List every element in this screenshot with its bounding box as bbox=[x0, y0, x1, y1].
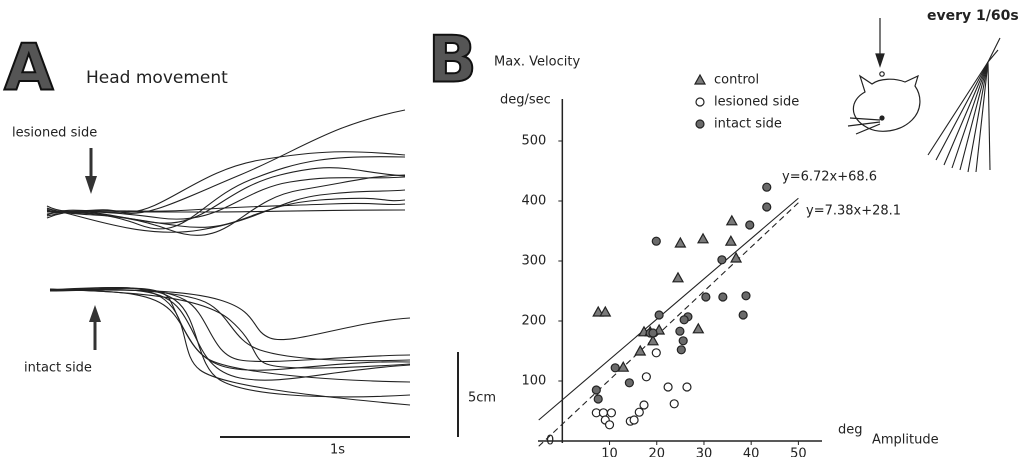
point bbox=[682, 382, 692, 392]
point bbox=[669, 399, 679, 409]
point bbox=[624, 378, 634, 388]
fit-line bbox=[538, 197, 799, 421]
scale-bars bbox=[220, 352, 459, 438]
point bbox=[654, 310, 664, 320]
point bbox=[762, 182, 772, 192]
point bbox=[634, 344, 647, 356]
point bbox=[697, 232, 710, 244]
annotation: intact side bbox=[24, 361, 92, 376]
point bbox=[741, 291, 751, 301]
point bbox=[762, 202, 772, 212]
point bbox=[745, 220, 755, 230]
point bbox=[629, 415, 639, 425]
x-tick-label: 10 bbox=[601, 447, 618, 457]
point bbox=[646, 334, 659, 346]
y-tick-label: 200 bbox=[521, 314, 546, 329]
cat-illustration bbox=[847, 18, 921, 135]
point bbox=[599, 305, 612, 317]
y-axis-title: Max. Velocity bbox=[494, 55, 580, 70]
point bbox=[610, 363, 620, 373]
point bbox=[671, 271, 685, 283]
annotation: every 1/60s bbox=[927, 8, 1019, 24]
arrow bbox=[85, 148, 101, 350]
legend-marker bbox=[695, 97, 705, 107]
x-tick-label: 20 bbox=[648, 447, 665, 457]
point bbox=[593, 394, 603, 404]
panel-label: A bbox=[4, 32, 54, 106]
scale-label: 5cm bbox=[468, 391, 496, 406]
point bbox=[679, 315, 689, 325]
point bbox=[717, 255, 727, 265]
fit-label: y=6.72x+68.6 bbox=[782, 170, 877, 185]
point bbox=[676, 345, 686, 355]
legend-label: intact side bbox=[714, 117, 782, 132]
point bbox=[617, 360, 630, 372]
point bbox=[718, 292, 728, 302]
point bbox=[738, 310, 748, 320]
x-axis-unit: deg bbox=[838, 423, 863, 438]
x-axis-title: Amplitude bbox=[872, 433, 939, 448]
point bbox=[606, 408, 617, 418]
y-tick-label: 0 bbox=[546, 434, 554, 449]
panel-label: B bbox=[428, 24, 477, 98]
point bbox=[678, 336, 688, 346]
fit-label: y=7.38x+28.1 bbox=[806, 204, 901, 219]
point bbox=[591, 385, 601, 395]
point bbox=[674, 236, 687, 248]
point bbox=[634, 407, 644, 417]
point bbox=[592, 305, 605, 317]
panel-title: Head movement bbox=[86, 68, 228, 88]
legend-label: control bbox=[714, 73, 759, 88]
y-axis-unit: deg/sec bbox=[500, 93, 551, 108]
point bbox=[663, 382, 673, 392]
fit-line bbox=[538, 202, 799, 447]
point bbox=[701, 292, 711, 302]
x-tick-label: 30 bbox=[696, 447, 713, 457]
point bbox=[651, 236, 661, 246]
scale-label: 1s bbox=[330, 443, 345, 457]
legend-marker bbox=[695, 119, 705, 129]
point bbox=[724, 234, 737, 246]
point bbox=[648, 328, 658, 338]
point bbox=[725, 214, 738, 226]
y-tick-label: 500 bbox=[521, 134, 546, 149]
point bbox=[692, 322, 705, 334]
point bbox=[675, 326, 685, 336]
traces-intact bbox=[49, 286, 411, 406]
y-tick-label: 100 bbox=[521, 374, 546, 389]
point bbox=[604, 420, 615, 430]
legend-label: lesioned side bbox=[714, 95, 799, 110]
point bbox=[639, 400, 649, 410]
traces-lesioned bbox=[46, 109, 406, 236]
x-tick-label: 50 bbox=[790, 447, 807, 457]
fan-lines bbox=[927, 37, 1001, 173]
legend-marker bbox=[693, 73, 707, 85]
annotation: lesioned side bbox=[12, 126, 97, 141]
point bbox=[651, 348, 661, 358]
y-tick-label: 300 bbox=[521, 254, 546, 269]
y-tick-label: 400 bbox=[521, 194, 546, 209]
point bbox=[641, 372, 651, 382]
point bbox=[730, 251, 743, 263]
x-tick-label: 40 bbox=[743, 447, 760, 457]
